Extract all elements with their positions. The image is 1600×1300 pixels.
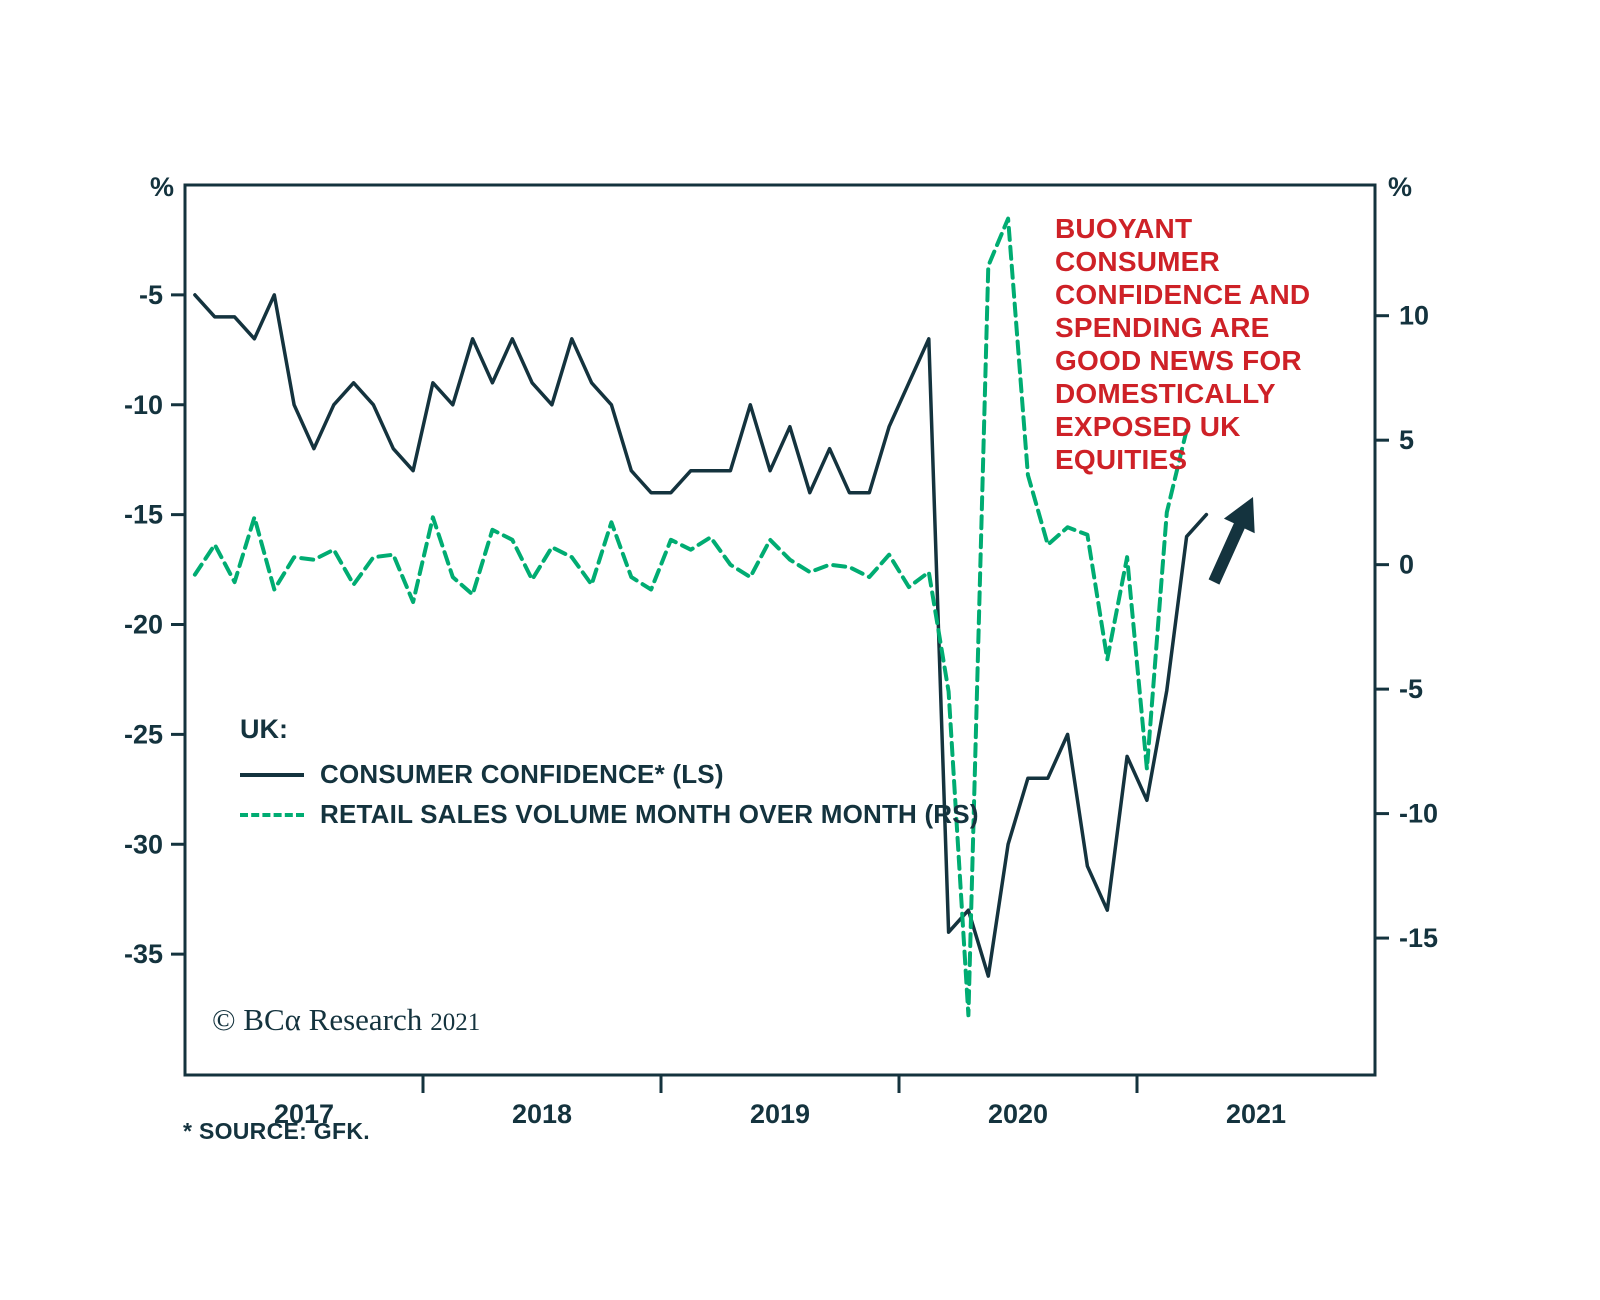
dashed-line-sample-icon: [240, 812, 304, 817]
legend-item-label: RETAIL SALES VOLUME MONTH OVER MONTH (RS…: [320, 799, 979, 829]
chart-annotation: BUOYANT CONSUMER CONFIDENCE AND SPENDING…: [1055, 213, 1311, 475]
trend-arrow-icon: [1208, 497, 1255, 585]
svg-text:0: 0: [1399, 550, 1414, 580]
svg-text:-5: -5: [139, 280, 163, 310]
svg-text:-35: -35: [124, 939, 163, 969]
legend-item-consumer-confidence: CONSUMER CONFIDENCE* (LS): [240, 759, 979, 790]
svg-text:2021: 2021: [1226, 1099, 1286, 1129]
svg-text:-30: -30: [124, 829, 163, 859]
svg-text:-25: -25: [124, 719, 163, 749]
svg-text:2019: 2019: [750, 1099, 810, 1129]
solid-line-sample-icon: [240, 772, 304, 777]
svg-text:10: 10: [1399, 301, 1429, 331]
svg-text:-5: -5: [1399, 674, 1423, 704]
copyright-text: © BCα Research: [212, 1002, 423, 1037]
svg-text:-15: -15: [124, 500, 163, 530]
svg-text:2018: 2018: [512, 1099, 572, 1129]
right-axis-unit-label: %: [1388, 172, 1413, 202]
legend-item-retail-sales: RETAIL SALES VOLUME MONTH OVER MONTH (RS…: [240, 799, 979, 830]
svg-text:-10: -10: [1399, 799, 1438, 829]
legend-region-label: UK:: [240, 714, 288, 744]
copyright-year: 2021: [430, 1009, 481, 1036]
legend-item-label: CONSUMER CONFIDENCE* (LS): [320, 759, 724, 789]
svg-text:2017: 2017: [274, 1099, 334, 1129]
copyright-notice: © BCα Research 2021: [212, 1002, 480, 1038]
svg-text:5: 5: [1399, 425, 1414, 455]
left-axis-unit-label: %: [150, 172, 175, 202]
svg-text:-20: -20: [124, 610, 163, 640]
source-note: * SOURCE: GFK.: [183, 1118, 370, 1144]
svg-text:2020: 2020: [988, 1099, 1048, 1129]
chart-legend: UK: CONSUMER CONFIDENCE* (LS) RETAIL SAL…: [240, 714, 979, 839]
svg-text:-15: -15: [1399, 923, 1438, 953]
svg-text:-10: -10: [124, 390, 163, 420]
